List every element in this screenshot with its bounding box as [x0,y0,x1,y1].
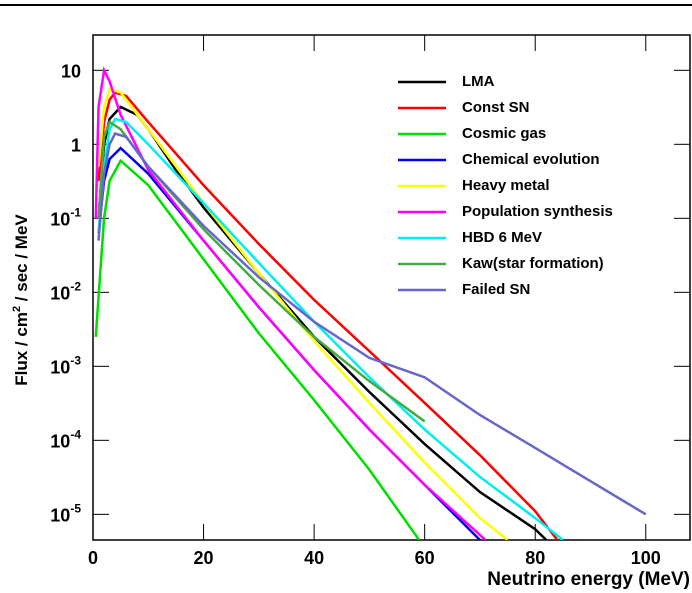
legend-label: Cosmic gas [462,125,546,142]
y-tick-base: 10 [50,505,70,525]
y-tick-label: 1 [71,135,81,155]
plot-frame [92,34,691,541]
y-tick-exponent: -2 [70,279,81,293]
y-tick-base: 10 [50,431,70,451]
legend-label: Population synthesis [462,203,613,220]
y-tick-exponent: -4 [70,427,81,441]
y-tick-label: 10-1 [50,205,81,229]
series-line [97,87,509,540]
series-line [97,117,564,540]
y-axis-label: Flux / cm2 / sec / MeV [11,214,31,386]
y-tick-label: 10-2 [50,279,81,303]
legend-label: Const SN [462,99,530,116]
y-label-sup: 2 [11,306,23,312]
legend-label: Heavy metal [462,177,550,194]
y-tick-exponent: -3 [70,353,81,367]
x-tick-label: 60 [415,548,435,568]
y-tick-label: 10-5 [50,501,81,525]
series-line [94,66,487,540]
x-tick-label: 0 [88,548,98,568]
x-tick-label: 20 [194,548,214,568]
y-tick-base: 10 [50,283,70,303]
y-tick-exponent: -5 [70,501,81,515]
x-tick-label: 100 [631,548,661,568]
y-tick-base: 10 [50,357,70,377]
x-axis-label: Neutrino energy (MeV) [487,569,690,590]
x-tick-label: 80 [525,548,545,568]
series-line [97,131,647,516]
y-tick-label: 10-4 [50,427,81,451]
series-line [97,91,559,540]
legend-label: Kaw(star formation) [462,255,604,272]
legend-label: Chemical evolution [462,151,600,168]
legend-label: Failed SN [462,281,530,298]
y-tick-exponent: -1 [70,205,81,219]
y-label-text: Flux / cm [12,312,31,386]
series-line [94,158,421,540]
x-tick-label: 40 [304,548,324,568]
legend-label: LMA [462,73,495,90]
y-tick-base: 10 [50,209,70,229]
y-tick-label: 10-3 [50,353,81,377]
legend-label: HBD 6 MeV [462,229,542,246]
y-label-text: / sec / MeV [12,214,31,306]
series-line [97,105,548,540]
y-tick-label: 10 [61,61,81,81]
